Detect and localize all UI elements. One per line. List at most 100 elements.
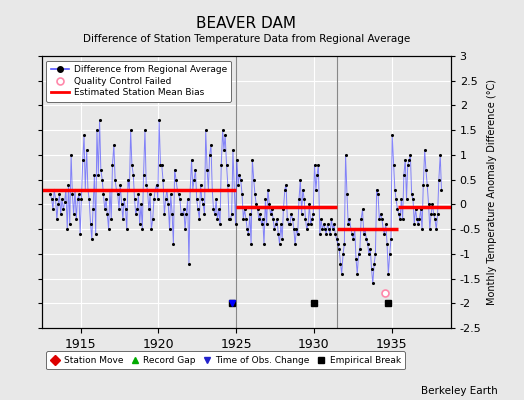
Point: [251, 191, 259, 198]
Point: [147, 226, 156, 232]
Point: [212, 196, 220, 203]
Point: [208, 186, 216, 193]
Point: [186, 186, 194, 193]
Point: [305, 201, 313, 208]
Point: [288, 216, 297, 222]
Point: [261, 196, 269, 203]
Point: [224, 181, 232, 188]
Point: [156, 162, 165, 168]
Point: [85, 196, 93, 203]
Point: [433, 211, 442, 218]
Point: [380, 231, 389, 237]
Point: [220, 147, 228, 153]
Point: [80, 132, 88, 138]
Point: [90, 172, 99, 178]
Point: [386, 251, 394, 257]
Point: [76, 231, 84, 237]
Point: [181, 226, 189, 232]
Legend: Station Move, Record Gap, Time of Obs. Change, Empirical Break: Station Move, Record Gap, Time of Obs. C…: [47, 352, 405, 370]
Point: [281, 186, 289, 193]
Point: [328, 216, 336, 222]
Point: [120, 196, 128, 203]
Point: [199, 201, 208, 208]
Point: [177, 211, 185, 218]
Point: [331, 231, 340, 237]
Point: [111, 176, 119, 183]
Point: [49, 206, 57, 212]
Point: [257, 221, 266, 227]
Point: [322, 231, 330, 237]
Point: [244, 231, 253, 237]
Point: [422, 166, 430, 173]
Point: [98, 176, 106, 183]
Point: [167, 191, 175, 198]
Point: [126, 127, 135, 133]
Point: [283, 216, 291, 222]
Point: [315, 231, 324, 237]
Point: [174, 191, 183, 198]
Point: [286, 221, 294, 227]
Point: [165, 226, 173, 232]
Point: [130, 196, 139, 203]
Point: [159, 176, 167, 183]
Point: [395, 211, 403, 218]
Point: [46, 191, 54, 198]
Point: [99, 191, 107, 198]
Point: [95, 117, 104, 124]
Point: [108, 162, 117, 168]
Point: [269, 216, 277, 222]
Point: [376, 211, 385, 218]
Point: [191, 166, 200, 173]
Point: [375, 216, 384, 222]
Point: [70, 211, 78, 218]
Point: [116, 181, 124, 188]
Point: [54, 201, 62, 208]
Point: [388, 132, 396, 138]
Point: [354, 251, 363, 257]
Point: [326, 231, 334, 237]
Point: [274, 231, 282, 237]
Point: [238, 191, 246, 198]
Point: [302, 226, 311, 232]
Point: [314, 162, 323, 168]
Point: [266, 211, 275, 218]
Point: [182, 211, 191, 218]
Point: [92, 231, 100, 237]
Point: [205, 152, 214, 158]
Point: [307, 221, 315, 227]
Point: [62, 186, 70, 193]
Point: [358, 206, 367, 212]
Point: [312, 186, 320, 193]
Point: [176, 196, 184, 203]
Point: [415, 216, 423, 222]
Point: [172, 176, 180, 183]
Point: [72, 216, 81, 222]
Point: [339, 251, 347, 257]
Point: [112, 186, 121, 193]
Point: [271, 221, 280, 227]
Point: [139, 172, 148, 178]
Point: [146, 191, 154, 198]
Point: [348, 231, 356, 237]
Point: [370, 260, 378, 267]
Point: [142, 181, 150, 188]
Point: [198, 196, 206, 203]
Point: [365, 251, 373, 257]
Point: [265, 201, 274, 208]
Point: [228, 147, 237, 153]
Point: [405, 157, 413, 163]
Point: [57, 211, 65, 218]
Point: [308, 216, 316, 222]
Point: [417, 206, 425, 212]
Point: [275, 241, 283, 247]
Point: [129, 172, 137, 178]
Point: [60, 199, 69, 205]
Point: [299, 186, 307, 193]
Point: [63, 226, 71, 232]
Point: [268, 206, 276, 212]
Point: [383, 241, 391, 247]
Point: [310, 162, 319, 168]
Point: [298, 211, 306, 218]
Point: [337, 270, 346, 277]
Point: [155, 117, 163, 124]
